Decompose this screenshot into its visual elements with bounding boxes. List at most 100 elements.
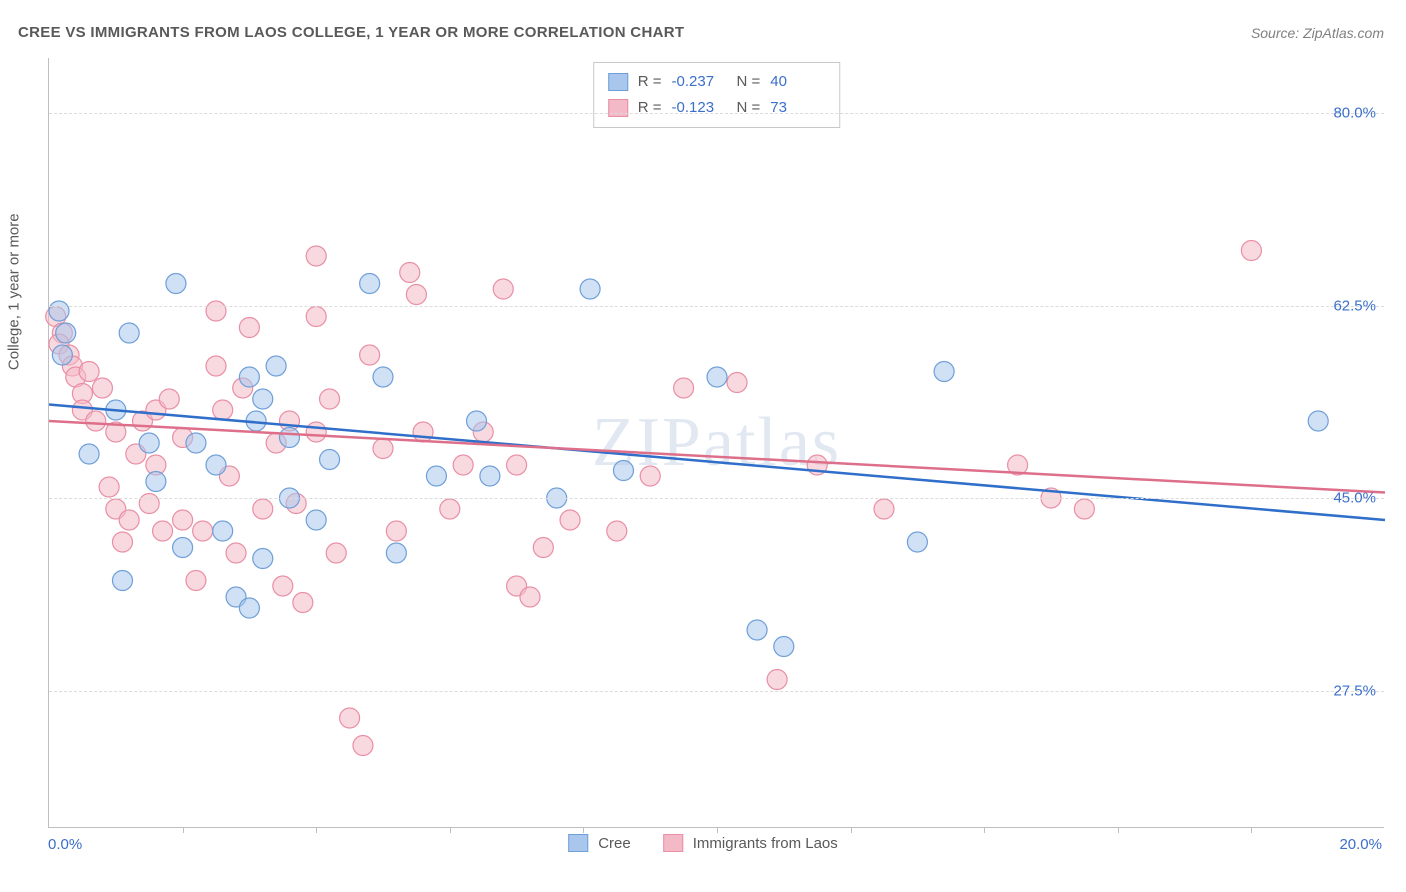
- data-point: [119, 323, 139, 343]
- data-point: [320, 389, 340, 409]
- data-point: [520, 587, 540, 607]
- data-point: [320, 450, 340, 470]
- data-point: [226, 543, 246, 563]
- data-point: [79, 362, 99, 382]
- data-point: [480, 466, 500, 486]
- data-point: [1074, 499, 1094, 519]
- data-point: [440, 499, 460, 519]
- data-point: [112, 571, 132, 591]
- data-point: [213, 400, 233, 420]
- x-tick: [583, 827, 584, 833]
- gridline: [49, 113, 1384, 114]
- data-point: [166, 274, 186, 294]
- data-point: [386, 521, 406, 541]
- data-point: [193, 521, 213, 541]
- y-tick-label: 62.5%: [1333, 297, 1376, 314]
- data-point: [239, 367, 259, 387]
- data-point: [253, 389, 273, 409]
- x-tick: [450, 827, 451, 833]
- x-tick: [183, 827, 184, 833]
- data-point: [279, 428, 299, 448]
- data-point: [413, 422, 433, 442]
- data-point: [907, 532, 927, 552]
- data-point: [613, 461, 633, 481]
- x-tick: [717, 827, 718, 833]
- data-point: [239, 318, 259, 338]
- data-point: [153, 521, 173, 541]
- data-point: [727, 373, 747, 393]
- data-point: [306, 422, 326, 442]
- data-point: [400, 263, 420, 283]
- data-point: [934, 362, 954, 382]
- data-point: [306, 510, 326, 530]
- data-point: [406, 285, 426, 305]
- gridline: [49, 306, 1384, 307]
- data-point: [186, 571, 206, 591]
- data-point: [767, 670, 787, 690]
- data-point: [774, 637, 794, 657]
- data-point: [266, 356, 286, 376]
- data-point: [707, 367, 727, 387]
- chart-title: CREE VS IMMIGRANTS FROM LAOS COLLEGE, 1 …: [18, 24, 684, 41]
- data-point: [874, 499, 894, 519]
- bottom-legend: Cree Immigrants from Laos: [568, 834, 838, 852]
- x-min-label: 0.0%: [48, 836, 82, 853]
- data-point: [306, 307, 326, 327]
- data-point: [99, 477, 119, 497]
- gridline: [49, 498, 1384, 499]
- data-point: [139, 494, 159, 514]
- x-tick: [851, 827, 852, 833]
- data-point: [467, 411, 487, 431]
- data-point: [92, 378, 112, 398]
- data-point: [640, 466, 660, 486]
- gridline: [49, 691, 1384, 692]
- plot-area: ZIPatlas R = -0.237 N = 40 R = -0.123 N …: [48, 58, 1384, 828]
- x-tick: [984, 827, 985, 833]
- data-point: [159, 389, 179, 409]
- data-point: [340, 708, 360, 728]
- data-point: [139, 433, 159, 453]
- x-max-label: 20.0%: [1339, 836, 1382, 853]
- data-point: [49, 301, 69, 321]
- x-tick: [1118, 827, 1119, 833]
- data-point: [360, 274, 380, 294]
- legend-label-laos: Immigrants from Laos: [693, 835, 838, 852]
- legend-label-cree: Cree: [598, 835, 631, 852]
- data-point: [453, 455, 473, 475]
- y-tick-label: 27.5%: [1333, 682, 1376, 699]
- data-point: [373, 367, 393, 387]
- data-point: [1241, 241, 1261, 261]
- data-point: [206, 301, 226, 321]
- source-label: Source: ZipAtlas.com: [1251, 25, 1384, 41]
- data-point: [146, 472, 166, 492]
- data-point: [86, 411, 106, 431]
- y-axis-title: College, 1 year or more: [6, 213, 23, 370]
- data-point: [119, 510, 139, 530]
- data-point: [56, 323, 76, 343]
- data-point: [560, 510, 580, 530]
- data-point: [353, 736, 373, 756]
- data-point: [326, 543, 346, 563]
- data-point: [173, 510, 193, 530]
- data-point: [173, 538, 193, 558]
- data-point: [213, 521, 233, 541]
- data-point: [373, 439, 393, 459]
- data-point: [580, 279, 600, 299]
- x-tick: [316, 827, 317, 833]
- data-point: [253, 549, 273, 569]
- x-tick: [1251, 827, 1252, 833]
- data-point: [607, 521, 627, 541]
- trend-line: [49, 405, 1385, 521]
- data-point: [747, 620, 767, 640]
- swatch-cree-bottom: [568, 834, 588, 852]
- data-point: [112, 532, 132, 552]
- data-point: [1308, 411, 1328, 431]
- data-point: [386, 543, 406, 563]
- scatter-svg: [49, 58, 1384, 827]
- data-point: [360, 345, 380, 365]
- data-point: [52, 345, 72, 365]
- data-point: [293, 593, 313, 613]
- data-point: [533, 538, 553, 558]
- data-point: [206, 455, 226, 475]
- data-point: [306, 246, 326, 266]
